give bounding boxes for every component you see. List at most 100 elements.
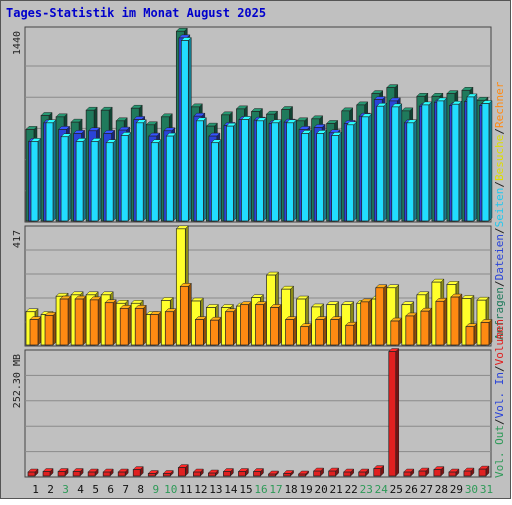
- x-tick-label-9: 9: [152, 483, 159, 496]
- bar-rechner-day-31: [480, 318, 493, 346]
- bar-volumen-day-28: [433, 465, 445, 477]
- legend-top-item-2: Dateien: [493, 234, 506, 280]
- bar-rechner-day-23: [360, 298, 373, 346]
- bar-rechner-day-30: [465, 323, 478, 346]
- bar-seiten-day-18-front: [286, 122, 294, 222]
- bar-volumen-day-24-front: [373, 468, 382, 477]
- bar-rechner-day-2-side: [52, 311, 57, 346]
- x-tick-label-28: 28: [435, 483, 448, 496]
- bar-rechner-day-25: [390, 317, 403, 346]
- x-tick-label-12: 12: [194, 483, 207, 496]
- panel-2-max-label: 417: [12, 230, 23, 248]
- bar-seiten-day-23-front: [361, 116, 370, 222]
- bar-volumen-day-3-front: [57, 471, 66, 477]
- panel-2: 417: [12, 225, 493, 347]
- bar-seiten-day-5: [90, 137, 102, 222]
- bar-rechner-day-9: [149, 310, 162, 346]
- x-tick-label-23: 23: [360, 483, 373, 496]
- bar-rechner-day-1-front: [29, 319, 39, 346]
- legend-bottom-item-1: /: [493, 418, 506, 425]
- bar-seiten-day-26-side: [413, 119, 418, 222]
- bar-rechner-day-24-side: [383, 284, 387, 346]
- bar-seiten-day-14-front: [226, 125, 234, 222]
- bar-rechner-day-31-front: [480, 322, 490, 346]
- bar-rechner-day-26-side: [413, 312, 418, 346]
- bar-volumen-day-3: [57, 467, 69, 477]
- x-tick-label-4: 4: [77, 483, 84, 496]
- bar-rechner-day-20-side: [323, 316, 327, 346]
- bar-volumen-day-28-front: [433, 469, 442, 477]
- bar-volumen-day-25-front: [388, 351, 397, 477]
- bar-volumen-day-8: [132, 465, 144, 477]
- bar-seiten-day-24-front: [376, 105, 385, 222]
- bar-rechner-day-20: [315, 316, 328, 346]
- bar-rechner-day-13-front: [210, 319, 219, 346]
- bar-volumen-day-19-front: [298, 473, 306, 477]
- legend-bottom-item-0: Vol. Out: [493, 425, 506, 478]
- bar-volumen-day-7-front: [117, 471, 126, 477]
- bar-rechner-day-12-side: [203, 316, 207, 346]
- legend-top: Anfragen/Dateien/Seiten/Besuche/Rechner: [493, 81, 506, 340]
- bar-seiten-day-11-front: [180, 40, 189, 222]
- bar-rechner-day-16-front: [255, 304, 264, 346]
- bar-rechner-day-15-front: [240, 304, 249, 346]
- x-tick-label-16: 16: [254, 483, 267, 496]
- bar-volumen-day-2: [42, 467, 54, 477]
- bar-rechner-day-21-front: [330, 319, 339, 346]
- bar-volumen-day-16-front: [253, 471, 261, 477]
- bar-rechner-day-10-front: [164, 311, 174, 346]
- bar-seiten-day-25: [391, 103, 403, 222]
- bar-seiten-day-14: [225, 122, 238, 222]
- bar-rechner-day-25-side: [398, 317, 403, 346]
- bar-seiten-day-9: [150, 139, 162, 222]
- bar-volumen-day-11: [177, 464, 189, 477]
- bar-seiten-day-2-front: [45, 122, 54, 222]
- bar-seiten-day-31-front: [481, 103, 490, 222]
- bar-rechner-day-22-side: [353, 321, 357, 346]
- bar-volumen-day-6-front: [102, 471, 111, 477]
- legend-top-item-8: Rechner: [493, 81, 506, 128]
- x-tick-label-15: 15: [239, 483, 252, 496]
- panel-1-max-label: 1440: [12, 31, 23, 55]
- bar-rechner-day-8-side: [142, 304, 147, 346]
- x-tick-label-30: 30: [465, 483, 478, 496]
- bar-volumen-day-30: [463, 467, 475, 477]
- bar-seiten-day-15-front: [241, 119, 249, 222]
- bar-seiten-day-19: [300, 129, 313, 222]
- bar-rechner-day-29: [450, 293, 463, 346]
- bar-seiten-day-17-front: [271, 122, 279, 222]
- bar-seiten-day-27-side: [428, 101, 433, 222]
- bar-rechner-day-4-side: [82, 295, 87, 346]
- bar-volumen-day-4-front: [72, 471, 81, 477]
- bar-rechner-day-14: [224, 308, 238, 346]
- bar-volumen-day-26-front: [403, 471, 412, 477]
- bar-rechner-day-17-side: [278, 303, 282, 346]
- bar-seiten-day-1-side: [37, 137, 42, 222]
- bar-volumen-day-4: [72, 467, 84, 477]
- bar-volumen-day-10-front: [162, 473, 171, 477]
- bar-seiten-day-9-front: [150, 142, 159, 222]
- bar-rechner-day-24: [375, 284, 388, 346]
- bar-seiten-day-8: [135, 119, 147, 222]
- bar-seiten-day-21: [331, 131, 343, 222]
- legend-bottom-text: Vol. Out/Vol. In/Volumen: [493, 319, 506, 478]
- legend-top-item-5: /: [493, 181, 506, 188]
- bar-rechner-day-31-side: [488, 318, 493, 346]
- bar-rechner-day-25-front: [390, 320, 400, 346]
- bar-rechner-day-4: [74, 295, 87, 346]
- bar-seiten-day-18: [285, 119, 298, 222]
- bar-rechner-day-7: [119, 304, 132, 346]
- legend-top-item-0: Anfragen: [493, 287, 506, 340]
- x-tick-label-1: 1: [32, 483, 39, 496]
- bar-volumen-day-2-front: [42, 471, 51, 477]
- bar-rechner-day-28: [435, 297, 448, 346]
- bar-seiten-day-2-side: [52, 119, 57, 222]
- bar-rechner-day-7-front: [119, 307, 129, 346]
- bar-volumen-day-22-front: [343, 471, 352, 477]
- bar-seiten-day-4-front: [75, 141, 84, 222]
- x-tick-label-20: 20: [315, 483, 328, 496]
- bar-rechner-day-10: [164, 308, 177, 346]
- bar-seiten-day-19-front: [301, 133, 309, 222]
- bar-rechner-day-11-side: [188, 282, 192, 346]
